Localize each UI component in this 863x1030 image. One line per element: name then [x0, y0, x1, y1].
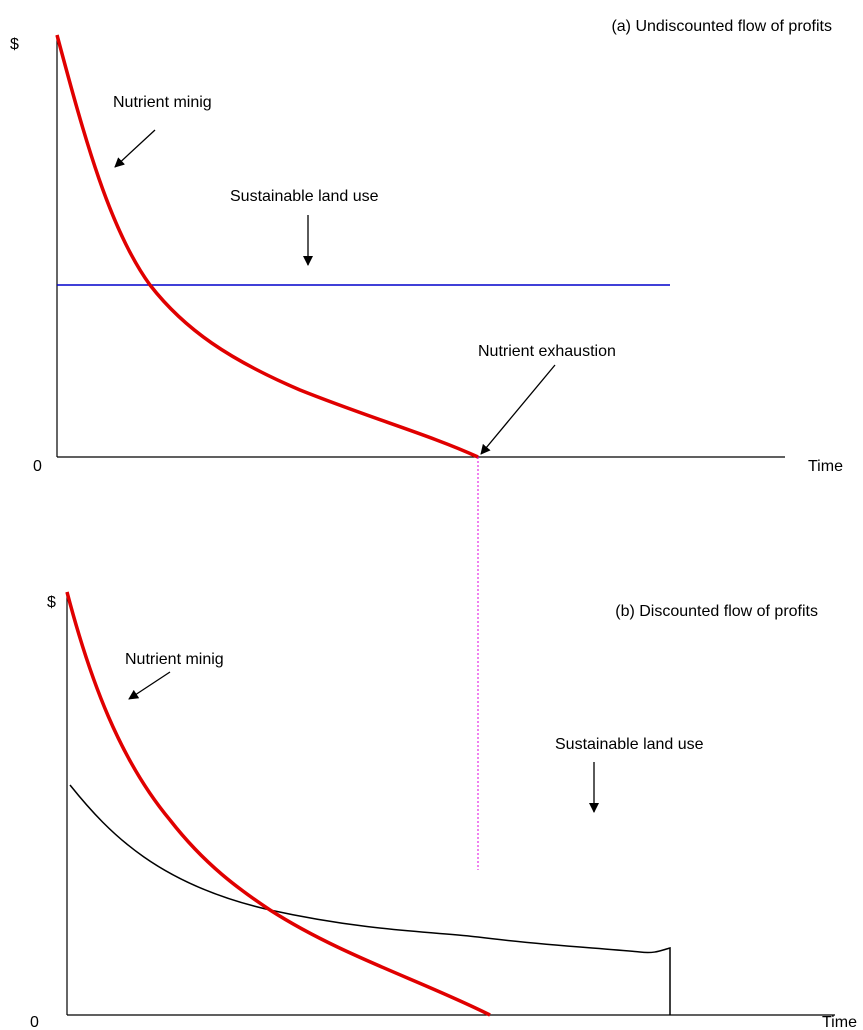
annotation: Sustainable land use [555, 736, 704, 753]
panel-title: (b) Discounted flow of profits [615, 603, 818, 620]
arrow [480, 364, 556, 455]
mining-curve [55, 34, 479, 459]
panel-a: (a) Undiscounted flow of profits $ 0 Tim… [10, 18, 843, 870]
y-label: $ [47, 594, 56, 611]
origin-label: 0 [33, 458, 42, 475]
sustainable-curve [69, 784, 671, 1015]
panel-title: (a) Undiscounted flow of profits [611, 18, 832, 35]
y-label: $ [10, 36, 19, 53]
x-label: Time [808, 458, 843, 475]
annotation: Nutrient minig [113, 94, 212, 111]
arrow [114, 129, 156, 168]
x-label: Time [822, 1014, 857, 1030]
annotation: Nutrient minig [125, 651, 224, 668]
arrow [128, 671, 171, 700]
mining-curve [65, 591, 491, 1017]
annotation: Sustainable land use [230, 188, 379, 205]
origin-label: 0 [30, 1014, 39, 1030]
annotation: Nutrient exhaustion [478, 343, 616, 360]
panel-b: (b) Discounted flow of profits $ 0 Time … [30, 591, 857, 1030]
